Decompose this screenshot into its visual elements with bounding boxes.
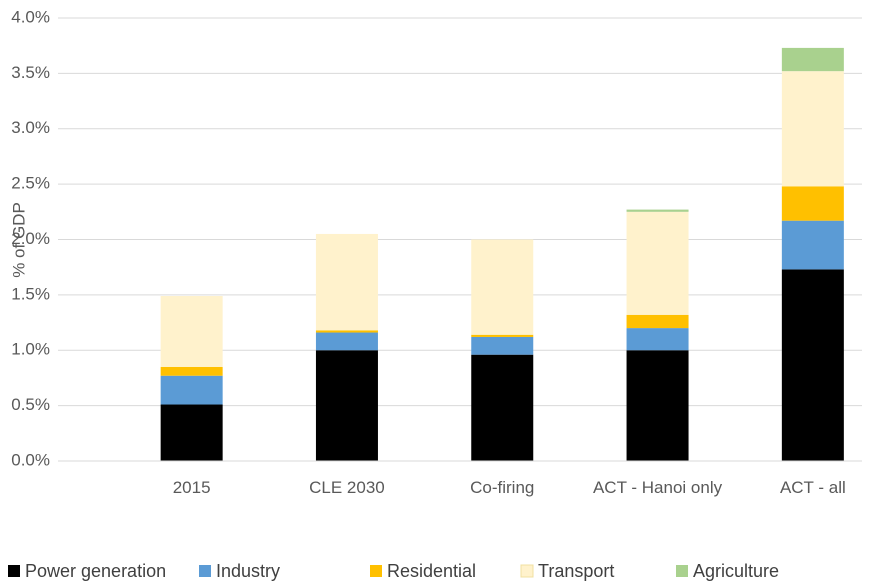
bar-segment [160,295,223,367]
legend-label: Residential [387,561,476,581]
legend-swatch [520,564,534,578]
bar-segment [315,330,378,333]
bar-segment [160,404,223,461]
y-tick-label: 3.0% [11,118,50,137]
y-tick-label: 4.0% [11,7,50,26]
y-tick-label: 0.0% [11,450,50,469]
legend-label: Transport [538,561,614,581]
x-tick-label: CLE 2030 [309,478,385,497]
x-tick-label: Co-firing [470,478,535,497]
x-tick-label: ACT - Hanoi only [592,478,723,497]
legend-swatch [199,565,211,577]
bar-segment [315,350,378,461]
legend-swatch [8,565,20,577]
bar-segment [626,314,689,329]
bar-segment [315,332,378,351]
bar-segment [781,47,844,72]
x-tick-label: 2015 [172,478,211,497]
bar-segment [471,336,534,355]
bar-segment [471,334,534,337]
bar-segment [471,239,534,335]
legend-label: Power generation [25,561,166,581]
y-tick-label: 1.0% [11,340,50,359]
legend-swatch [370,565,382,577]
legend-swatch [676,565,688,577]
y-tick-label: 3.5% [11,63,50,82]
bar-segment [315,233,378,331]
bar-segment [781,71,844,187]
bar-segment [626,209,689,212]
x-tick-label: ACT - all [779,478,846,497]
y-tick-label: 2.0% [11,229,50,248]
bar-segment [471,354,534,461]
bar-segment [626,350,689,461]
y-tick-label: 2.5% [11,174,50,193]
bar-segment [781,220,844,270]
y-tick-label: 0.5% [11,395,50,414]
bar-segment [781,186,844,221]
legend-label: Industry [216,561,280,581]
bar-segment [781,269,844,461]
bar-segment [626,211,689,315]
bar-segment [160,375,223,405]
y-axis-label: % of GDP [9,202,28,278]
bar-segment [160,366,223,376]
bar-segment [626,328,689,351]
y-tick-label: 1.5% [11,284,50,303]
legend-label: Agriculture [693,561,779,581]
